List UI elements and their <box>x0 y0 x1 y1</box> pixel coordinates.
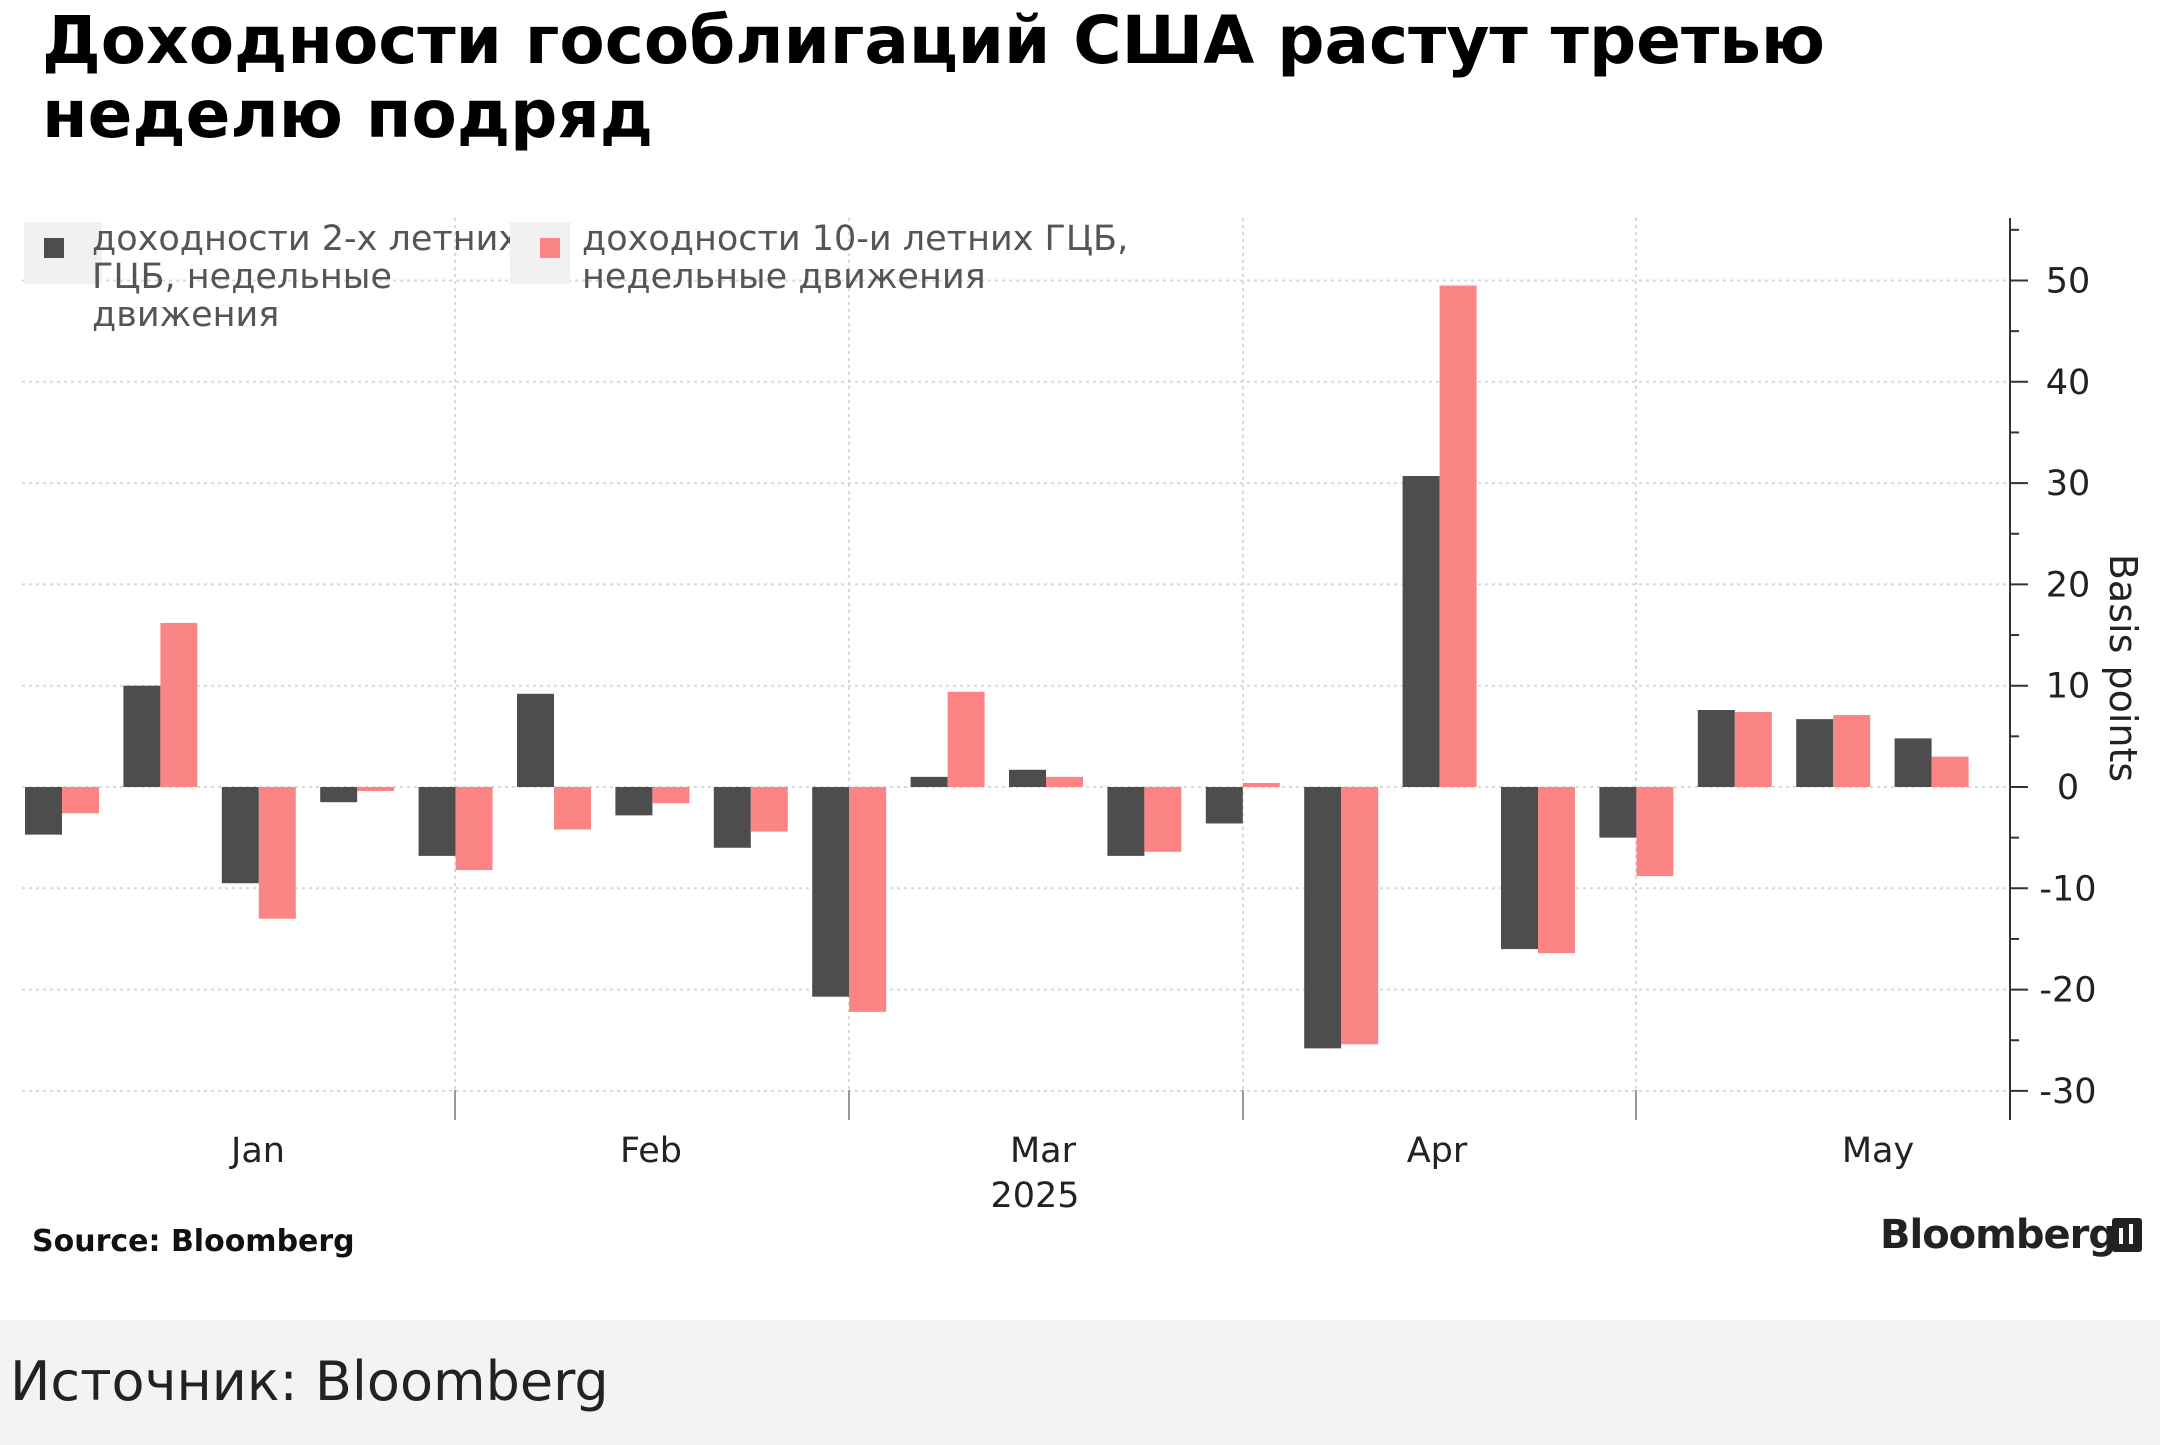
bar-10y <box>160 622 198 787</box>
x-month-label: Apr <box>1407 1131 1468 1171</box>
grid-lines <box>22 218 2010 1120</box>
x-axis: Jan Feb Mar Apr May 2025 <box>229 1090 1914 1216</box>
y-tick-label: -30 <box>2039 1072 2096 1112</box>
bar-2y <box>615 787 653 816</box>
bar-10y <box>1144 787 1182 852</box>
legend-swatch-10y <box>540 238 560 258</box>
bar-2y <box>1501 787 1538 950</box>
bar-10y <box>947 691 985 787</box>
bar-2y <box>25 787 62 835</box>
x-month-label: Jan <box>229 1131 285 1171</box>
bar-2y <box>221 787 259 884</box>
y-tick-label: 0 <box>2057 768 2079 808</box>
bar-10y <box>849 787 887 1012</box>
bar-2y <box>1009 769 1046 787</box>
x-month-label: Feb <box>620 1131 682 1171</box>
bloomberg-terminal-icon <box>2112 1218 2142 1252</box>
y-tick-label: 50 <box>2046 262 2091 302</box>
x-year-label: 2025 <box>990 1176 1079 1216</box>
bar-10y <box>357 787 395 792</box>
bar-10y <box>258 787 296 919</box>
y-tick-label: 30 <box>2046 464 2091 504</box>
y-axis: -30 -20 -10 0 10 20 30 40 50 <box>2009 218 2097 1120</box>
bar-10y <box>1734 712 1772 787</box>
legend-swatch-2y <box>44 238 64 258</box>
bar-10y <box>1046 776 1083 787</box>
bar-10y <box>554 787 591 830</box>
bar-10y <box>750 787 788 832</box>
legend-label-2y: доходности 2-х летних ГЦБ, недельные дви… <box>92 219 530 335</box>
y-tick-label: -20 <box>2039 971 2096 1011</box>
bar-2y <box>1402 476 1440 787</box>
bar-10y <box>652 787 690 804</box>
bar-2y <box>1107 787 1145 856</box>
bar-10y <box>1439 285 1477 787</box>
bar-2y <box>1599 787 1637 838</box>
bar-2y <box>1796 719 1834 787</box>
bar-2y <box>1894 738 1932 787</box>
caption-source: Источник: Bloomberg <box>10 1350 609 1413</box>
bar-2y <box>1205 787 1243 824</box>
bar-10y <box>1636 787 1674 877</box>
source-label: Source: Bloomberg <box>32 1224 355 1259</box>
bar-10y <box>1538 787 1575 954</box>
y-tick-label: 10 <box>2046 667 2091 707</box>
bar-2y <box>517 693 554 787</box>
brand-logo: Bloomberg <box>1880 1212 2117 1258</box>
bar-10y <box>1833 715 1871 787</box>
bar-2y <box>320 787 358 803</box>
y-axis-title: Basis points <box>2101 554 2145 782</box>
bar-10y <box>62 787 99 814</box>
x-month-label: May <box>1842 1131 1914 1171</box>
bar-10y <box>1242 782 1280 787</box>
bar-2y <box>1697 710 1735 787</box>
legend-label-10y: доходности 10-и летних ГЦБ, недельные дв… <box>582 219 1139 297</box>
bar-2y <box>910 776 948 787</box>
bar-10y <box>1341 787 1379 1045</box>
bar-2y <box>812 787 850 997</box>
caption-band <box>0 1320 2160 1445</box>
legend: доходности 2-х летних ГЦБ, недельные дви… <box>24 219 1139 335</box>
bar-2y <box>418 787 456 856</box>
y-tick-label: 40 <box>2046 363 2091 403</box>
bar-2y <box>713 787 751 848</box>
bar-10y <box>455 787 493 871</box>
bar-2y <box>1304 787 1342 1049</box>
chart-title: Доходности гособлигаций США растут треть… <box>42 2 1826 153</box>
y-tick-label: 20 <box>2046 565 2091 605</box>
y-tick-label: -10 <box>2039 869 2096 909</box>
x-month-label: Mar <box>1010 1131 1077 1171</box>
bar-10y <box>1931 756 1969 787</box>
bars <box>25 285 1969 1049</box>
bar-2y <box>123 685 161 787</box>
